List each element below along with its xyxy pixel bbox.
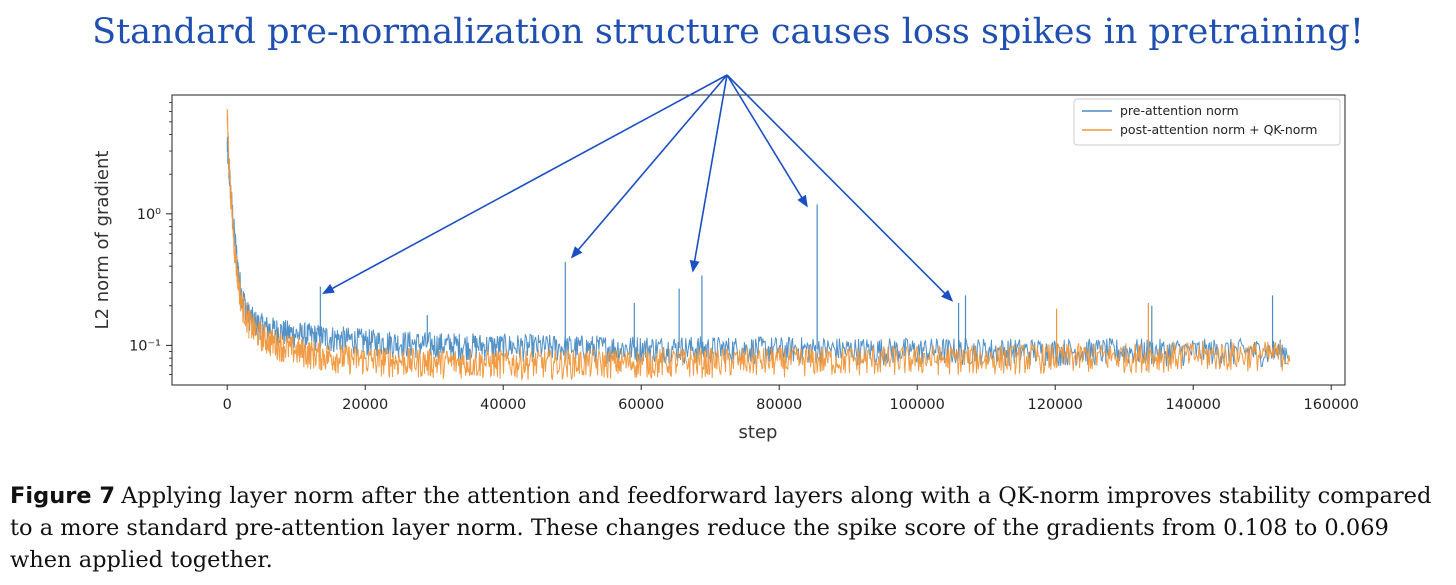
x-tick-label-6: 120000 <box>1028 397 1083 413</box>
series-layer <box>226 109 1291 382</box>
y-tick-label-1: 10⁻¹ <box>129 338 161 354</box>
legend-label-pre-attention: pre-attention norm <box>1120 103 1239 118</box>
y-tick-label-0: 10⁰ <box>137 207 161 223</box>
x-tick-label-2: 40000 <box>480 397 526 413</box>
x-axis: 0 20000 40000 60000 80000 100000 120000 140000 1… <box>223 385 1359 413</box>
x-tick-label-0: 0 <box>223 397 232 413</box>
x-tick-label-1: 20000 <box>342 397 388 413</box>
x-tick-label-4: 80000 <box>756 397 802 413</box>
spike-arrow-3 <box>726 74 808 208</box>
x-tick-label-8: 160000 <box>1304 397 1359 413</box>
x-tick-label-7: 140000 <box>1166 397 1221 413</box>
legend-box <box>1073 98 1341 146</box>
spike-arrow-4 <box>726 74 954 302</box>
series-pre-attention-norm-line <box>226 136 1291 368</box>
legend: pre-attention norm post-attention norm +… <box>1073 98 1341 146</box>
legend-label-post-attention: post-attention norm + QK-norm <box>1120 122 1318 137</box>
gradient-norm-chart: 0 20000 40000 60000 80000 100000 120000 140000 1… <box>92 74 1359 443</box>
figure-caption: Figure 7 Applying layer norm after the at… <box>10 480 1450 576</box>
x-tick-label-3: 60000 <box>618 397 664 413</box>
series-post-attention-qk-norm-line <box>226 109 1291 382</box>
spike-arrow-1 <box>570 74 728 259</box>
caption-text: Applying layer norm after the attention … <box>10 483 1432 573</box>
spike-arrow-2 <box>689 74 728 273</box>
spike-arrows <box>322 74 954 302</box>
headline: Standard pre-normalization structure cau… <box>92 12 1364 52</box>
x-axis-label: step <box>739 422 778 443</box>
x-tick-label-5: 100000 <box>890 397 945 413</box>
y-axis: 10⁰ 10⁻¹ <box>129 102 172 375</box>
plot-frame <box>171 94 1346 386</box>
series-post-attention-qk-norm <box>226 109 1291 382</box>
figure-label: Figure 7 <box>10 483 116 509</box>
series-pre-attention-norm <box>226 136 1291 368</box>
y-axis-label: L2 norm of gradient <box>92 151 113 330</box>
spike-arrow-0 <box>322 74 728 294</box>
